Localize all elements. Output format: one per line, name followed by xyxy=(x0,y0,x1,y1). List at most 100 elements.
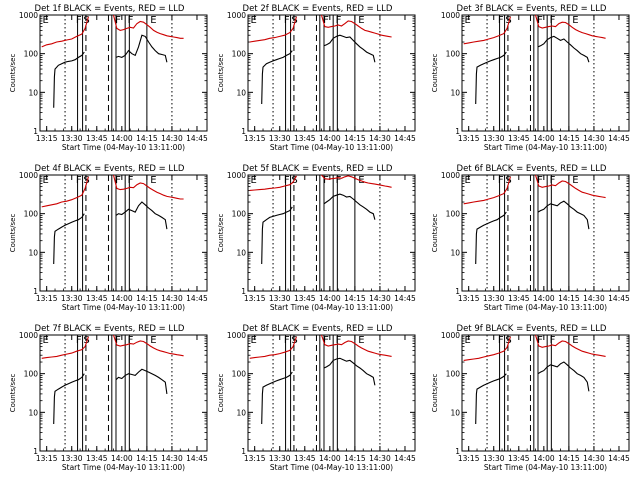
x-tick-label: 13:15 xyxy=(36,454,58,463)
series-line-events-seg1 xyxy=(475,51,507,105)
y-tick-label: 100 xyxy=(446,370,461,379)
series-line-events-seg2 xyxy=(323,34,376,63)
x-tick-label: 13:30 xyxy=(61,454,83,463)
interval-label: E xyxy=(572,335,578,346)
y-tick-label: 1000 xyxy=(19,331,38,340)
interval-label: E xyxy=(251,15,257,26)
y-tick-label: 100 xyxy=(446,210,461,219)
chart-panel-2: Det 2f BLACK = Events, RED = LLD 1 10 100 10… xyxy=(217,4,416,152)
series-line-events-seg2 xyxy=(115,201,168,230)
interval-label: F xyxy=(323,15,329,26)
x-tick-label: 13:15 xyxy=(36,134,58,143)
series-line-events-seg1 xyxy=(261,371,293,425)
series-line-events-seg2 xyxy=(537,361,590,392)
chart-panel-7: Det 7f BLACK = Events, RED = LLD 1 10 100 10… xyxy=(9,324,208,472)
y-tick-label: 100 xyxy=(24,210,39,219)
series-line-events-seg1 xyxy=(475,373,507,425)
x-axis-title: Start Time (04-May-10 13:11:00) xyxy=(62,463,185,472)
x-tick-label: 13:45 xyxy=(294,454,316,463)
chart-title: Det 4f BLACK = Events, RED = LLD xyxy=(35,164,185,174)
chart-panel-5: Det 5f BLACK = Events, RED = LLD 1 10 100 10… xyxy=(217,164,416,312)
x-tick-label: 14:00 xyxy=(111,134,133,143)
interval-label: F xyxy=(550,15,556,26)
interval-label: F xyxy=(284,335,290,346)
y-tick-label: 1 xyxy=(33,287,38,296)
y-tick-label: 10 xyxy=(236,408,246,417)
interval-label: F xyxy=(76,175,82,186)
y-axis-title: Counts/sec xyxy=(431,214,439,253)
interval-label: F xyxy=(336,175,342,186)
interval-label: E xyxy=(150,335,156,346)
x-tick-label: 13:45 xyxy=(508,294,530,303)
series-line-events-seg1 xyxy=(53,373,85,425)
chart-title: Det 2f BLACK = Events, RED = LLD xyxy=(243,4,393,14)
plot-frame xyxy=(461,14,630,132)
chart-title: Det 7f BLACK = Events, RED = LLD xyxy=(35,324,185,334)
x-tick-label: 14:15 xyxy=(344,454,366,463)
series-line-lld-seg1 xyxy=(249,336,297,359)
chart-title: Det 3f BLACK = Events, RED = LLD xyxy=(457,4,607,14)
y-tick-label: 100 xyxy=(232,50,247,59)
interval-label: F xyxy=(336,15,342,26)
x-tick-label: 13:45 xyxy=(86,134,108,143)
chart-panel-3: Det 3f BLACK = Events, RED = LLD 1 10 100 10… xyxy=(431,4,630,152)
interval-label: F xyxy=(550,175,556,186)
interval-label: S xyxy=(291,15,297,26)
interval-label: F xyxy=(115,15,121,26)
interval-label: F xyxy=(284,15,290,26)
y-tick-label: 100 xyxy=(24,370,39,379)
y-tick-label: 10 xyxy=(28,88,38,97)
y-tick-label: 10 xyxy=(28,248,38,257)
series-line-events-seg1 xyxy=(475,211,507,265)
interval-label: E xyxy=(43,175,49,186)
interval-label: E xyxy=(465,175,471,186)
interval-label: F xyxy=(115,335,121,346)
x-tick-label: 13:30 xyxy=(483,294,505,303)
series-line-events-seg2 xyxy=(323,357,376,386)
x-tick-label: 14:15 xyxy=(558,294,580,303)
plot-frame xyxy=(247,174,416,292)
interval-label: E xyxy=(465,335,471,346)
y-tick-label: 1 xyxy=(455,127,460,136)
series-line-events-seg2 xyxy=(115,34,168,63)
interval-label: F xyxy=(323,335,329,346)
y-tick-label: 100 xyxy=(446,50,461,59)
x-tick-label: 14:00 xyxy=(111,454,133,463)
interval-label: F xyxy=(498,15,504,26)
series-line-lld-seg1 xyxy=(463,176,511,205)
chart-panel-8: Det 8f BLACK = Events, RED = LLD 1 10 100 10… xyxy=(217,324,416,472)
y-axis-title: Counts/sec xyxy=(431,54,439,93)
x-tick-label: 13:30 xyxy=(483,454,505,463)
x-tick-label: 14:45 xyxy=(608,454,630,463)
y-tick-label: 1000 xyxy=(441,331,460,340)
interval-label: E xyxy=(150,175,156,186)
interval-label: F xyxy=(498,335,504,346)
y-tick-label: 1 xyxy=(455,447,460,456)
y-tick-label: 1 xyxy=(241,127,246,136)
x-tick-label: 13:15 xyxy=(244,454,266,463)
x-tick-label: 14:15 xyxy=(344,294,366,303)
x-tick-label: 14:00 xyxy=(533,134,555,143)
series-line-events-seg2 xyxy=(115,368,168,394)
x-tick-label: 14:00 xyxy=(111,294,133,303)
x-tick-label: 13:30 xyxy=(483,134,505,143)
interval-label: E xyxy=(572,175,578,186)
x-tick-label: 14:15 xyxy=(136,134,158,143)
interval-label: E xyxy=(150,15,156,26)
x-tick-label: 14:30 xyxy=(369,294,391,303)
y-tick-label: 1000 xyxy=(227,171,246,180)
y-axis-title: Counts/sec xyxy=(217,54,225,93)
x-axis-title: Start Time (04-May-10 13:11:00) xyxy=(270,463,393,472)
series-line-lld-seg1 xyxy=(249,175,297,191)
x-tick-label: 14:45 xyxy=(394,134,416,143)
y-tick-label: 1 xyxy=(241,287,246,296)
x-tick-label: 13:30 xyxy=(269,454,291,463)
interval-label: F xyxy=(550,335,556,346)
x-tick-label: 14:00 xyxy=(533,294,555,303)
chart-panel-4: Det 4f BLACK = Events, RED = LLD 1 10 100 10… xyxy=(9,164,208,312)
y-tick-label: 1000 xyxy=(227,11,246,20)
plot-frame xyxy=(247,14,416,132)
series-line-lld-seg1 xyxy=(41,16,89,48)
x-axis-title: Start Time (04-May-10 13:11:00) xyxy=(62,303,185,312)
